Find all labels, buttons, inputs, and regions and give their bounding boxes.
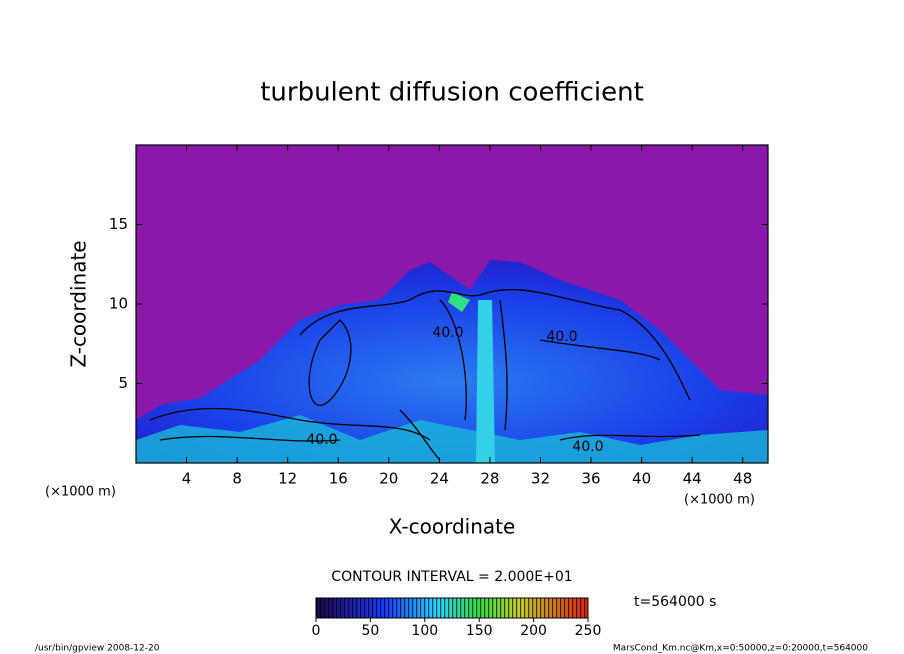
x-tick-label: 20 [379,470,398,488]
x-tick-label: 16 [329,470,348,488]
footer-left: /usr/bin/gpview 2008-12-20 [35,644,160,654]
x-tick-label: 44 [683,470,702,488]
footer-right: MarsCond_Km.nc@Km,x=0:50000,z=0:20000,t=… [613,644,868,654]
x-tick-label: 8 [232,470,242,488]
x-tick-label: 28 [480,470,499,488]
colorbar-tick-label: 0 [312,623,321,639]
x-tick-label: 36 [581,470,600,488]
x-tick-label: 4 [182,470,192,488]
colorbar-tick-label: 200 [520,623,547,639]
x-tick-label: 24 [430,470,449,488]
colorbar-tick-label: 100 [411,623,438,639]
field-blob [136,260,768,463]
y-unit-label: (×1000 m) [45,485,116,500]
x-tick-label: 48 [733,470,752,488]
x-tick-label: 32 [531,470,550,488]
field-plume [476,300,495,463]
field-peak [448,292,470,312]
contour-label: 40.0 [546,329,577,345]
y-tick-label: 5 [118,374,128,392]
field [136,145,768,463]
contour-label: 40.0 [432,325,463,341]
y-tick-label: 10 [109,295,128,313]
y-tick-label: 15 [109,215,128,233]
colorbar-tick-label: 250 [575,623,602,639]
contour-label: 40.0 [306,432,337,448]
contour-interval: CONTOUR INTERVAL = 2.000E+01 [331,569,572,585]
colorbar-tick-label: 150 [466,623,493,639]
chart-title: turbulent diffusion coefficient [260,78,644,108]
contour-label: 40.0 [572,439,603,455]
x-tick-label: 40 [632,470,651,488]
x-axis-label: X-coordinate [389,515,516,539]
time-label: t=564000 s [634,594,716,610]
x-tick-label: 12 [278,470,297,488]
colorbar-tick-label: 50 [361,623,379,639]
colorbar-stripes [316,598,588,618]
field-lower [136,415,768,463]
x-unit-label: (×1000 m) [684,493,755,508]
y-axis-label: Z-coordinate [67,240,91,367]
colorbar-frame [315,597,589,619]
